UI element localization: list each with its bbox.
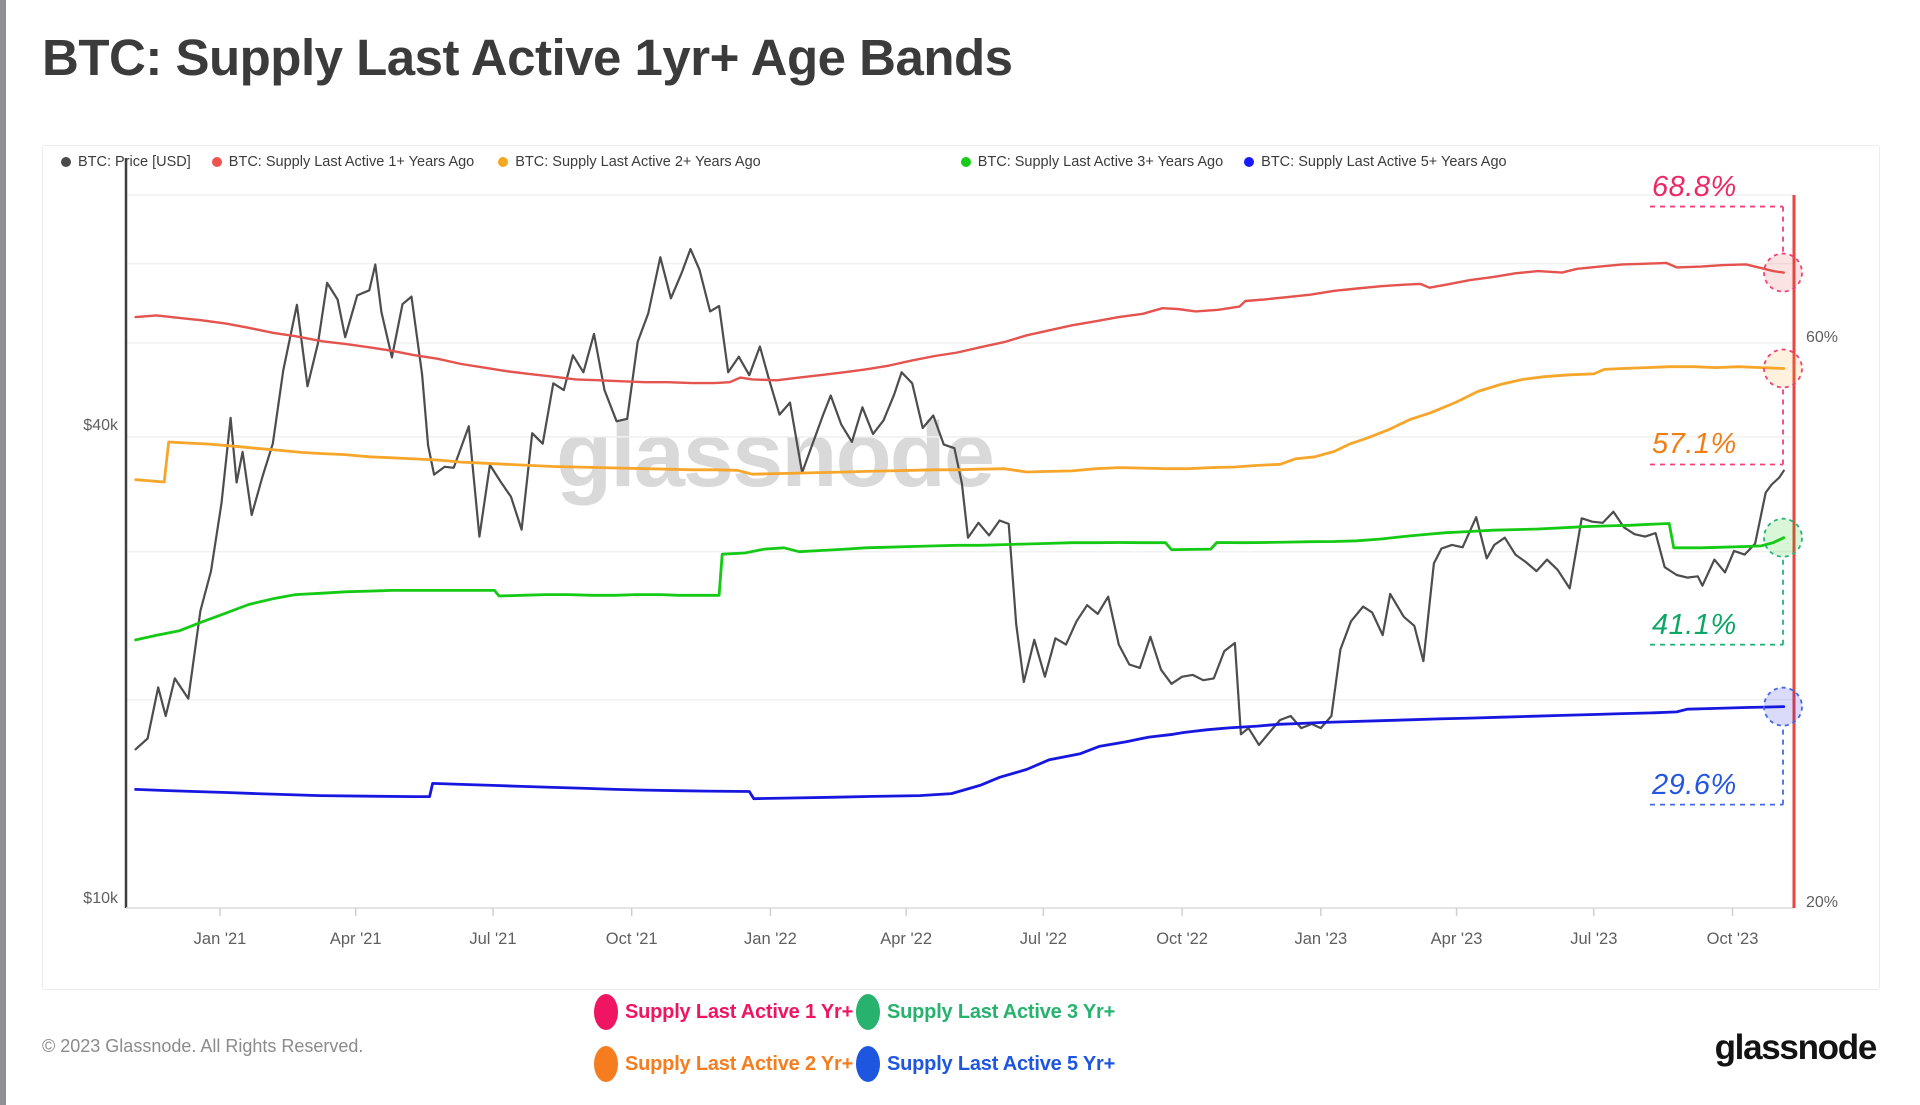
y-right-axis-label: 20% [1806,894,1839,912]
y-left-axis-label: $40k [83,417,118,435]
age-band-label: Supply Last Active 3 Yr+ [887,1000,1116,1023]
legend-item[interactable]: BTC: Supply Last Active 1+ Years Ago [211,154,475,170]
x-axis-label: Oct '23 [1706,930,1759,948]
age-band-legend-item[interactable]: Supply Last Active 1 Yr+ [594,994,856,1030]
end-value-annotation: 68.8% [1652,170,1737,203]
x-axis-label: Apr '22 [880,930,933,948]
legend-item-label: BTC: Supply Last Active 5+ Years Ago [1261,154,1507,170]
chart-card [42,145,1880,990]
x-axis-label: Jul '22 [1019,930,1067,948]
end-value-annotation: 41.1% [1652,608,1737,641]
legend-item[interactable]: BTC: Price [USD] [61,154,191,170]
x-axis-label: Oct '22 [1156,930,1208,948]
window-edge-strip [0,0,6,1105]
age-band-marker-icon [594,1046,618,1082]
x-axis-label: Jul '23 [1570,930,1618,948]
x-axis-label: Jan '21 [193,930,247,948]
glassnode-watermark: glassnode [556,404,995,506]
age-band-marker-icon [594,994,618,1030]
age-band-label: Supply Last Active 5 Yr+ [887,1052,1116,1075]
glassnode-logo: glassnode [1714,1028,1878,1067]
legend-item[interactable]: BTC: Supply Last Active 5+ Years Ago [1244,154,1507,170]
end-value-annotation: 29.6% [1652,768,1737,801]
age-band-legend: Supply Last Active 1 Yr+ Supply Last Acti… [594,994,1115,1082]
x-axis-label: Jan '22 [744,930,797,948]
x-axis-label: Jan '23 [1294,930,1348,948]
age-band-label: Supply Last Active 2 Yr+ [625,1052,854,1075]
legend-dot-icon [498,157,509,167]
page-title: BTC: Supply Last Active 1yr+ Age Bands [42,29,1013,86]
age-band-legend-item[interactable]: Supply Last Active 3 Yr+ [856,994,1115,1030]
y-left-axis-label: $10k [83,890,118,907]
age-band-marker-icon [856,994,880,1030]
end-value-annotation: 57.1% [1652,428,1737,461]
age-band-marker-icon [856,1046,880,1082]
chart-series-legend: BTC: Price [USD] BTC: Supply Last Active … [61,152,1507,172]
y-right-axis-label: 60% [1806,329,1839,346]
copyright-text: © 2023 Glassnode. All Rights Reserved. [42,1036,364,1056]
legend-item-label: BTC: Supply Last Active 3+ Years Ago [977,154,1224,170]
legend-item[interactable]: BTC: Supply Last Active 3+ Years Ago [960,154,1224,170]
x-axis-label: Oct '21 [605,930,658,948]
age-band-legend-item[interactable]: Supply Last Active 5 Yr+ [856,1046,1115,1082]
x-axis-label: Apr '23 [1430,930,1483,948]
legend-item-label: BTC: Supply Last Active 2+ Years Ago [515,154,761,170]
legend-dot-icon [211,157,222,167]
legend-item[interactable]: BTC: Supply Last Active 2+ Years Ago [498,154,761,170]
age-band-legend-item[interactable]: Supply Last Active 2 Yr+ [594,1046,856,1082]
legend-item-label: BTC: Supply Last Active 1+ Years Ago [228,154,475,170]
age-band-label: Supply Last Active 1 Yr+ [625,1000,854,1023]
legend-dot-icon [1244,157,1255,167]
legend-item-label: BTC: Price [USD] [78,154,191,170]
x-axis-label: Apr '21 [329,930,382,948]
legend-dot-icon [61,157,71,167]
x-axis-label: Jul '21 [469,930,517,948]
legend-dot-icon [960,157,971,167]
